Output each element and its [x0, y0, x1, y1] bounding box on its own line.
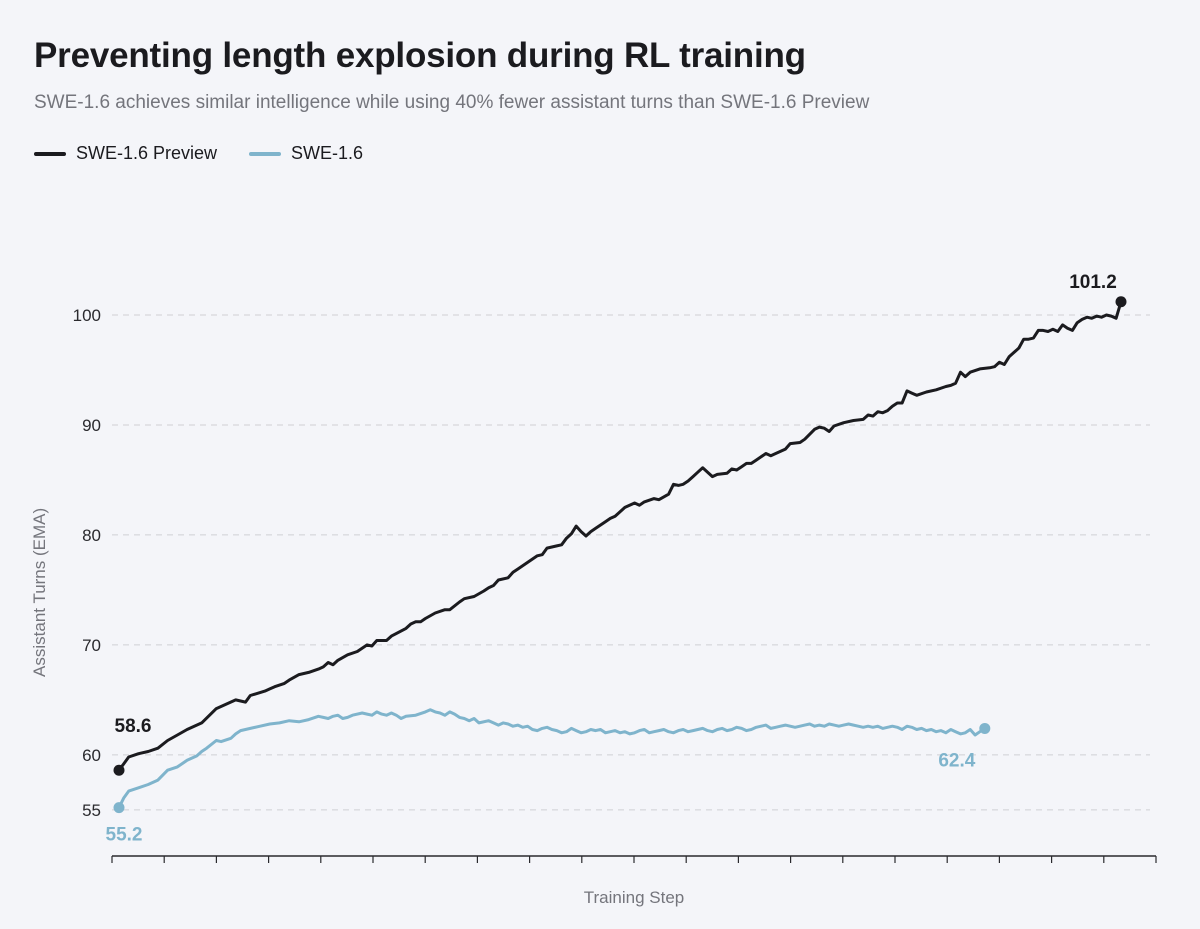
y-tick-label-80: 80 — [82, 526, 101, 545]
series-end-point-1 — [979, 722, 991, 734]
series-end-label-1: 62.4 — [938, 750, 975, 771]
y-tick-label-60: 60 — [82, 746, 101, 765]
series-end-label-0: 101.2 — [1069, 272, 1117, 293]
series-start-label-0: 58.6 — [115, 716, 152, 737]
y-tick-label-90: 90 — [82, 416, 101, 435]
chart-title: Preventing length explosion during RL tr… — [34, 36, 806, 75]
y-tick-label-100: 100 — [73, 306, 101, 325]
series-line-1 — [117, 708, 987, 810]
series-line-0 — [117, 300, 1123, 772]
series-start-point-1 — [113, 802, 125, 814]
legend-label-preview: SWE-1.6 Preview — [76, 143, 218, 163]
x-axis-label: Training Step — [584, 888, 684, 907]
legend-swatch-swe16 — [249, 151, 282, 156]
y-axis-label: Assistant Turns (EMA) — [30, 508, 49, 677]
legend-label-swe16: SWE-1.6 — [291, 143, 364, 163]
legend-item-swe16[interactable]: SWE-1.6 — [249, 143, 363, 164]
legend-swatch-preview — [34, 151, 66, 156]
chart-legend: SWE-1.6 Preview SWE-1.6 — [34, 143, 363, 164]
y-tick-label-55: 55 — [82, 801, 101, 820]
series-end-point-0 — [1115, 296, 1127, 308]
series-start-point-0 — [113, 764, 125, 776]
chart-subtitle: SWE-1.6 achieves similar intelligence wh… — [34, 92, 870, 113]
y-tick-label-70: 70 — [82, 636, 101, 655]
legend-item-preview[interactable]: SWE-1.6 Preview — [34, 143, 217, 164]
series-start-label-1: 55.2 — [106, 825, 143, 846]
